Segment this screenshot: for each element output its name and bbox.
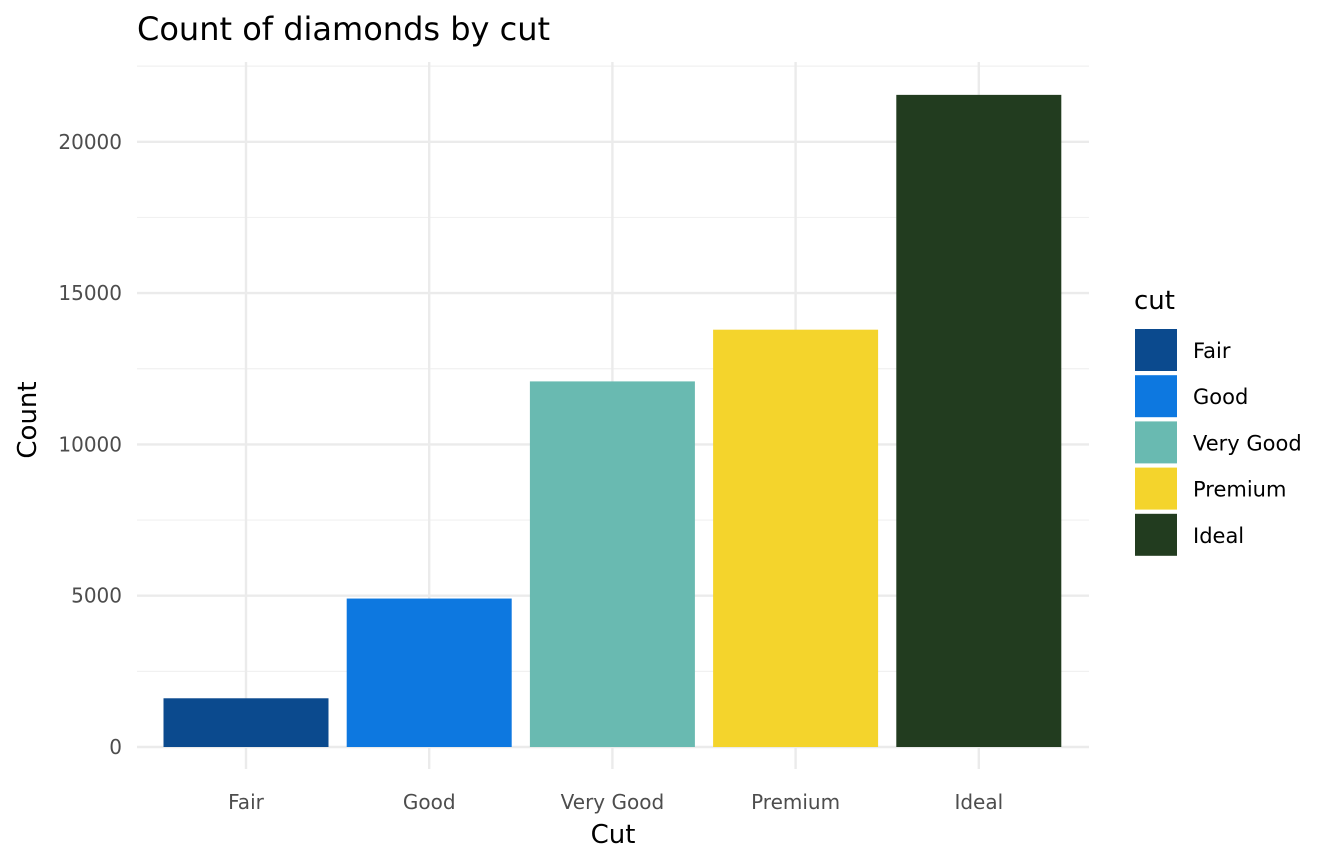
x-axis-ticks: Fair Good Very Good Premium Ideal [228, 790, 1003, 814]
y-axis-ticks: 0 5000 10000 15000 20000 [58, 130, 122, 759]
legend-swatch-very-good [1135, 421, 1177, 464]
legend-items: Fair Good Very Good Premium Ideal [1135, 329, 1302, 556]
y-tick-label: 15000 [58, 281, 122, 305]
bar-premium [713, 329, 879, 747]
legend-label-good: Good [1193, 385, 1248, 409]
y-tick-label: 5000 [71, 584, 122, 608]
bar-fair [163, 698, 329, 747]
x-tick-label: Good [403, 790, 456, 814]
bar-very-good [529, 381, 695, 747]
legend-label-premium: Premium [1193, 478, 1286, 502]
legend-label-ideal: Ideal [1193, 524, 1244, 548]
y-tick-label: 0 [109, 735, 122, 759]
y-tick-label: 10000 [58, 432, 122, 456]
legend-swatch-ideal [1135, 513, 1177, 556]
x-tick-label: Very Good [561, 790, 665, 814]
bar-ideal [896, 94, 1062, 747]
chart-title: Count of diamonds by cut [137, 10, 550, 48]
legend-swatch-fair [1135, 329, 1177, 371]
legend-swatch-premium [1135, 467, 1177, 510]
legend-label-fair: Fair [1193, 339, 1231, 363]
legend-label-very-good: Very Good [1193, 431, 1302, 455]
y-tick-label: 20000 [58, 130, 122, 154]
bars [163, 94, 1062, 747]
legend-title: cut [1134, 286, 1175, 316]
legend-swatch-good [1135, 375, 1177, 418]
x-axis-title: Cut [591, 820, 636, 850]
legend: cut Fair Good Very Good Premium Ideal [1134, 286, 1302, 556]
bar-good [346, 598, 512, 747]
y-axis-title: Count [13, 381, 43, 458]
x-tick-label: Ideal [954, 790, 1003, 814]
x-tick-label: Premium [751, 790, 840, 814]
x-tick-label: Fair [228, 790, 264, 814]
